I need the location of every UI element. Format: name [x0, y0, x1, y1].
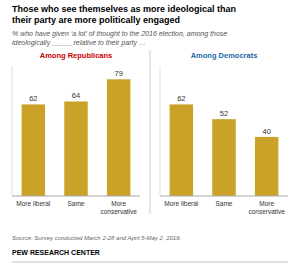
x-axis	[12, 196, 140, 197]
x-axis	[160, 196, 288, 197]
bars	[22, 79, 131, 196]
panel-label: Among Republicans	[40, 51, 113, 60]
divider	[150, 50, 151, 214]
bar	[255, 137, 278, 196]
data-label: 64	[72, 91, 80, 100]
rule	[12, 262, 288, 263]
bars	[170, 104, 279, 196]
bar	[212, 119, 235, 196]
data-label: 52	[220, 109, 228, 118]
subtitle: % who have given ‘a lot’ of thought to t…	[12, 30, 227, 47]
bar	[22, 104, 45, 196]
y-axis	[12, 66, 13, 196]
data-label: 62	[29, 94, 37, 103]
x-tick-label: More liberal	[16, 200, 51, 207]
x-tick-label: Same	[68, 200, 85, 207]
credit: PEW RESEARCH CENTER	[12, 249, 100, 256]
x-tick-label: Same	[216, 200, 233, 207]
title: Those who see themselves as more ideolog…	[12, 4, 236, 25]
bar	[64, 101, 87, 196]
data-label: 79	[114, 69, 122, 78]
chart: Those who see themselves as more ideolog…	[0, 0, 300, 271]
panel-label: Among Democrats	[191, 51, 258, 60]
x-tick-label: Moreconservative	[248, 200, 285, 215]
x-tick-label: Moreconservative	[100, 200, 137, 215]
data-label: 62	[177, 94, 185, 103]
data-label: 40	[262, 127, 270, 136]
source: Source: Survey conducted March 2-28 and …	[12, 235, 181, 241]
y-axis	[160, 66, 161, 196]
bar	[107, 79, 130, 196]
bar	[170, 104, 193, 196]
x-tick-label: More liberal	[164, 200, 199, 207]
